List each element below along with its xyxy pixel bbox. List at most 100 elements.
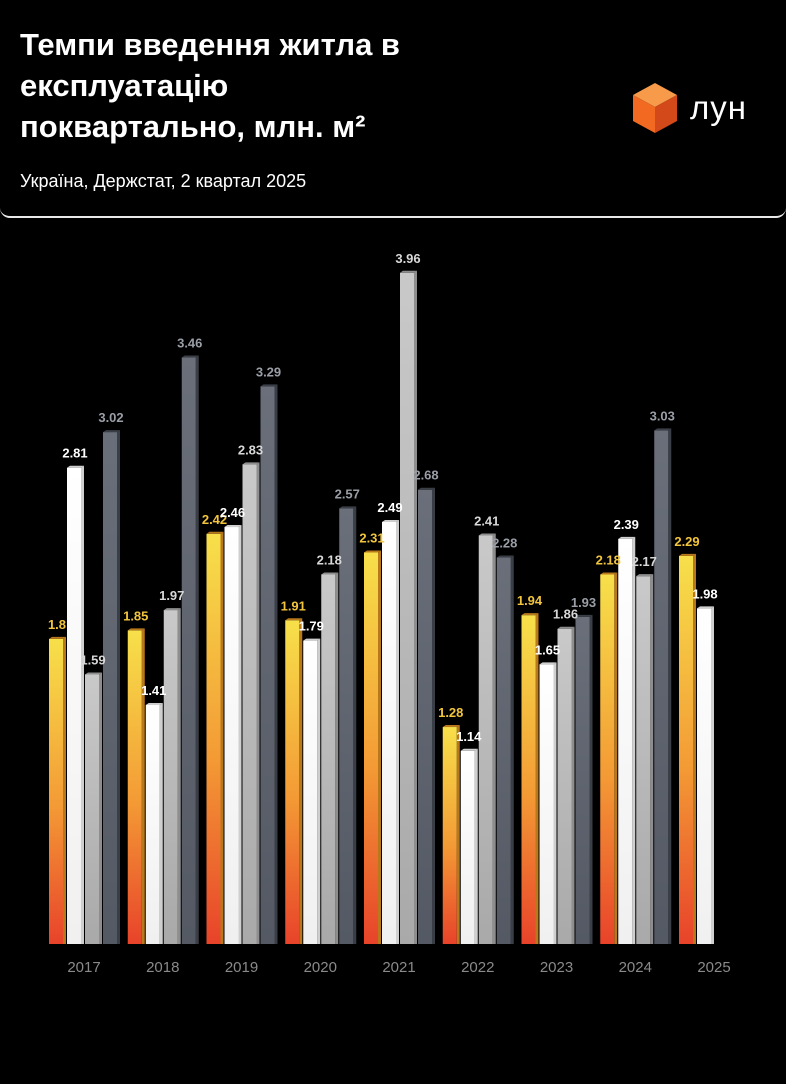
chart-subtitle: Україна, Держстат, 2 квартал 2025	[20, 171, 307, 191]
bar-cap-q4-2022	[496, 555, 514, 558]
bar-cap-q1-2018	[127, 628, 145, 631]
chart-title-line: експлуатацію	[20, 68, 229, 103]
bar-side-q3-2018	[177, 608, 181, 944]
bar-side-q2-2021	[396, 519, 399, 944]
value-label-q1-2017: 1.8	[48, 617, 66, 632]
bar-cap-q4-2017	[103, 430, 120, 433]
x-tick-label-2025: 2025	[697, 959, 730, 976]
x-tick-label-2024: 2024	[619, 959, 652, 976]
x-tick-label-2017: 2017	[67, 959, 100, 976]
bar-side-q4-2022	[510, 555, 514, 944]
value-label-q1-2020: 1.91	[281, 598, 306, 613]
bar-side-q3-2019	[256, 462, 260, 944]
value-label-q4-2023: 1.93	[571, 595, 596, 610]
bar-q4-2018	[181, 357, 196, 944]
bar-cap-q2-2019	[224, 525, 242, 528]
bar-cap-q2-2022	[460, 748, 478, 751]
bar-side-q1-2022	[456, 725, 460, 944]
bar-side-q2-2025	[711, 606, 714, 944]
bar-side-q1-2024	[614, 572, 618, 944]
value-label-q2-2025: 1.98	[692, 586, 717, 601]
value-label-q4-2020: 2.57	[335, 486, 360, 501]
bar-cap-q3-2019	[242, 462, 260, 465]
value-label-q4-2019: 3.29	[256, 364, 281, 379]
bar-cap-q3-2022	[478, 533, 496, 536]
bar-side-q2-2024	[632, 536, 636, 944]
value-label-q2-2022: 1.14	[456, 729, 482, 744]
chart-title-line: поквартально, млн. м²	[20, 109, 366, 144]
value-label-q2-2017: 2.81	[62, 446, 87, 461]
bar-side-q2-2017	[81, 465, 84, 944]
bar-side-q2-2023	[553, 662, 557, 944]
value-label-q3-2024: 2.17	[632, 554, 657, 569]
value-label-q4-2017: 3.02	[98, 410, 123, 425]
bar-side-q1-2017	[63, 636, 66, 944]
bar-q4-2019	[260, 386, 275, 945]
bar-q2-2019	[224, 527, 239, 944]
bar-side-q1-2019	[220, 531, 224, 944]
bar-side-q4-2017	[117, 430, 120, 944]
chart-title-line: Темпи введення житла в	[20, 27, 400, 62]
x-tick-label-2022: 2022	[461, 959, 494, 976]
bar-side-q3-2017	[99, 672, 102, 944]
bar-q4-2017	[103, 432, 117, 944]
value-label-q1-2025: 2.29	[674, 534, 699, 549]
lun-logo: лун	[630, 80, 747, 136]
bar-q2-2020	[303, 640, 318, 944]
bar-side-q2-2022	[474, 748, 478, 944]
bar-cap-q3-2017	[85, 672, 102, 675]
value-label-q2-2019: 2.46	[220, 505, 245, 520]
bar-side-q1-2021	[378, 550, 381, 944]
bar-cap-q1-2022	[442, 725, 460, 728]
x-tick-label-2023: 2023	[540, 959, 573, 976]
bar-cap-q3-2021	[400, 270, 417, 273]
bar-side-q4-2019	[274, 384, 278, 945]
bar-q1-2023	[521, 615, 536, 944]
chart-title: Темпи введення житла в експлуатацію покв…	[20, 24, 580, 147]
value-label-q3-2020: 2.18	[317, 552, 342, 567]
bar-side-q3-2022	[492, 533, 496, 944]
bar-q1-2020	[285, 620, 300, 944]
bar-q2-2023	[539, 664, 554, 944]
bar-cap-q2-2024	[618, 536, 636, 539]
bar-q1-2019	[206, 533, 221, 944]
bar-cap-q1-2020	[285, 618, 303, 621]
logo-text: лун	[690, 89, 747, 126]
value-label-q4-2024: 3.03	[650, 408, 675, 423]
bar-chart: 1.8 2.81 1.59 3.02 1.85 1.41 1.97 3.46 2.422.46 2…	[48, 251, 731, 976]
bar-side-q3-2023	[571, 626, 575, 944]
bar-q3-2018	[163, 610, 178, 944]
bar-side-q3-2020	[335, 572, 339, 944]
bar-q1-2021	[364, 552, 378, 944]
bar-q3-2024	[636, 576, 651, 944]
value-label-q3-2023: 1.86	[553, 607, 578, 622]
x-tick-label-2021: 2021	[382, 959, 415, 976]
bar-cap-q2-2020	[303, 638, 321, 641]
bar-cap-q4-2021	[418, 487, 435, 490]
bar-cap-q2-2023	[539, 662, 557, 665]
bar-cap-q1-2025	[679, 553, 696, 556]
value-label-q1-2019: 2.42	[202, 512, 227, 527]
bar-cap-q1-2019	[206, 531, 224, 534]
bar-side-q1-2023	[535, 613, 539, 944]
bar-q3-2023	[557, 628, 572, 944]
value-label-q2-2020: 1.79	[299, 619, 324, 634]
bar-cap-q1-2024	[600, 572, 618, 575]
bar-q4-2022	[496, 557, 511, 944]
bar-q2-2017	[67, 467, 81, 944]
value-labels-group: 1.8 2.81 1.59 3.02 1.85 1.41 1.97 3.46 2.422.46 2…	[48, 251, 718, 744]
bar-side-q1-2018	[141, 628, 145, 944]
bar-q2-2022	[460, 750, 475, 944]
bar-cap-q4-2024	[654, 428, 672, 431]
bar-q1-2017	[49, 638, 63, 944]
x-tick-label-2019: 2019	[225, 959, 258, 976]
bar-cap-q2-2018	[145, 703, 163, 706]
bar-side-q4-2018	[195, 355, 199, 944]
bar-side-q2-2020	[317, 638, 321, 944]
bar-q3-2017	[85, 674, 99, 944]
bar-q3-2021	[400, 272, 414, 944]
bar-cap-q2-2017	[67, 465, 84, 468]
value-label-q1-2023: 1.94	[517, 593, 543, 608]
bar-side-q4-2021	[432, 487, 435, 944]
bar-side-q4-2020	[353, 506, 357, 944]
